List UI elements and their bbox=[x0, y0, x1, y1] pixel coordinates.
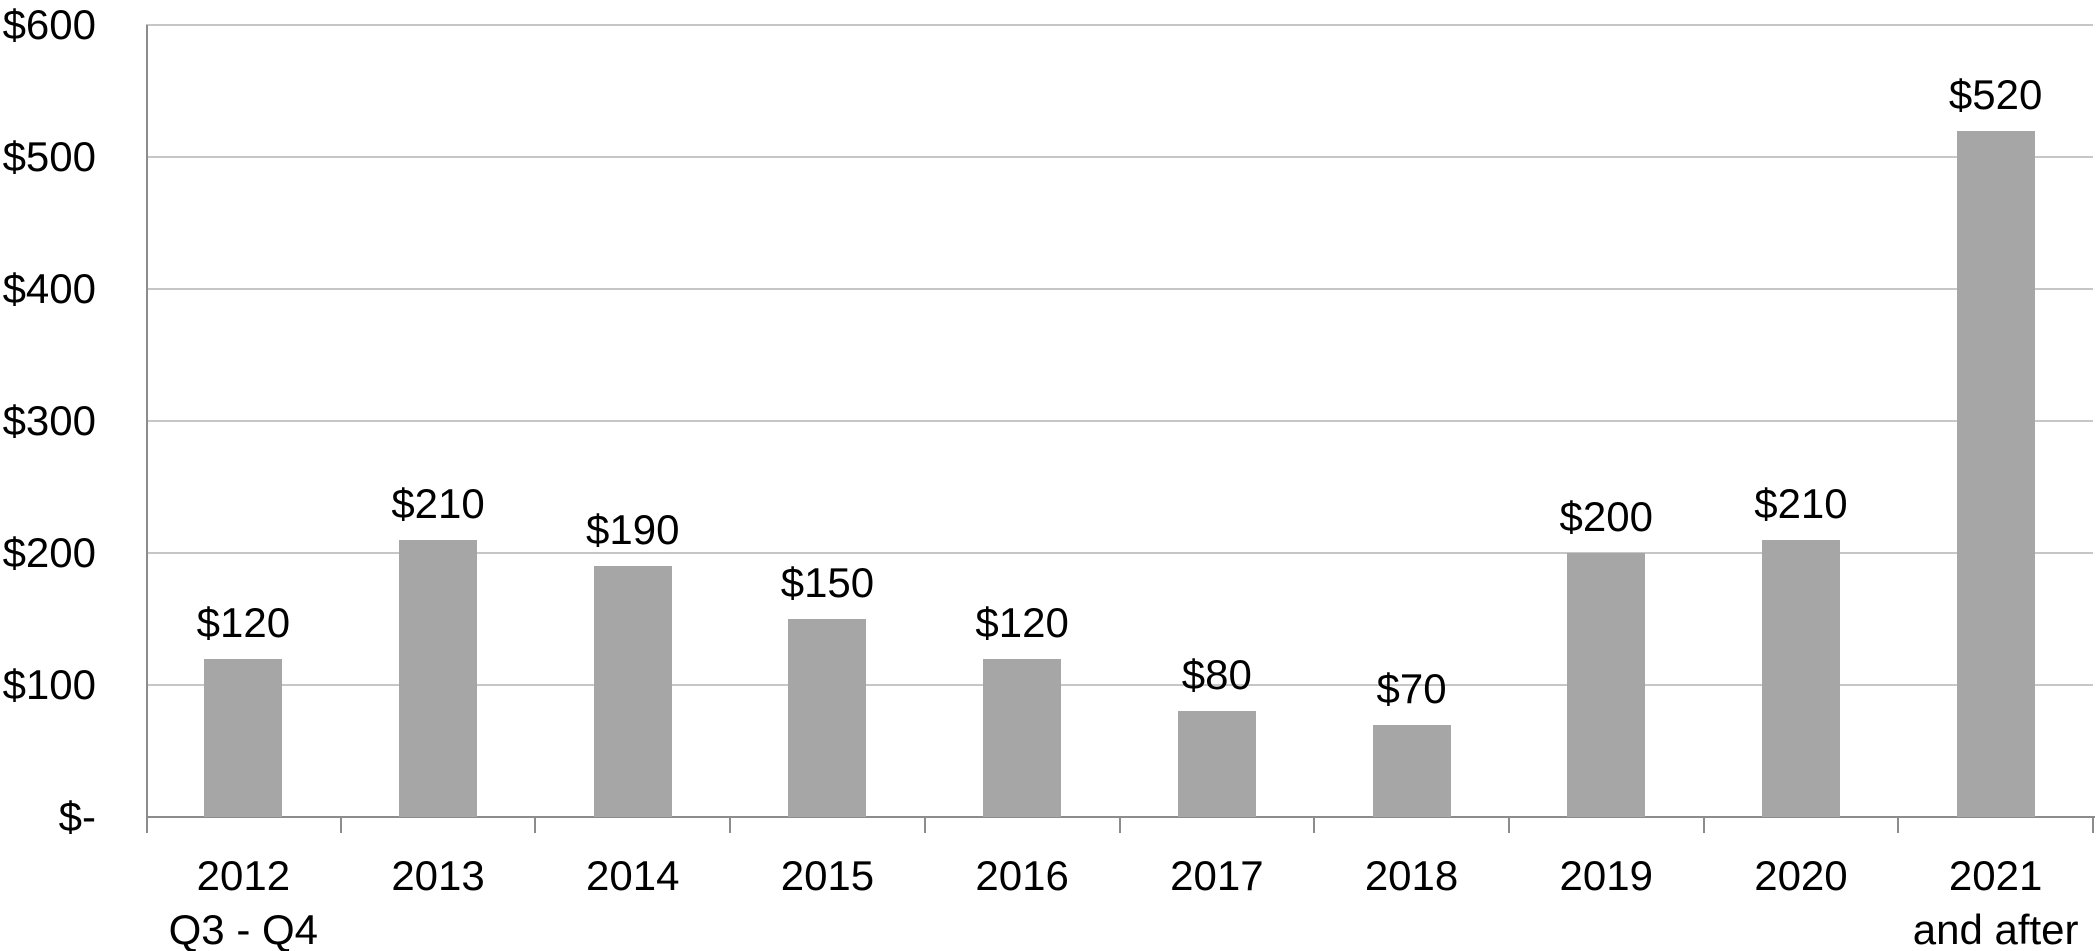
bar-2014 bbox=[593, 566, 672, 817]
x-axis-tick bbox=[1702, 817, 1705, 833]
y-gridline-600 bbox=[146, 24, 2093, 26]
x-axis-category-line1: 2020 bbox=[1754, 852, 1848, 899]
x-axis-tick bbox=[923, 817, 926, 833]
bar-2017 bbox=[1177, 711, 1256, 817]
x-axis-category-line1: 2012 bbox=[196, 852, 291, 899]
y-axis-tick-label: $200 bbox=[2, 529, 96, 576]
bar-2015 bbox=[788, 619, 867, 817]
bar-2018 bbox=[1372, 724, 1451, 817]
x-axis-tick bbox=[534, 817, 537, 833]
bar-2012 bbox=[204, 658, 283, 817]
x-axis-tick bbox=[1507, 817, 1510, 833]
x-axis-category-line1: 2014 bbox=[586, 852, 680, 899]
x-axis-category-label: 2014 bbox=[515, 849, 750, 903]
x-axis-category-label: 2012 Q3 - Q4 bbox=[126, 849, 361, 951]
y-axis-tick-label: $400 bbox=[2, 265, 96, 312]
bar-value-label: $120 bbox=[196, 598, 291, 646]
y-axis-line bbox=[146, 25, 148, 833]
x-axis-category-line1: 2021 bbox=[1948, 852, 2043, 899]
x-axis-line bbox=[146, 816, 2095, 818]
x-axis-tick bbox=[2092, 817, 2094, 833]
y-axis-tick-label: $600 bbox=[2, 1, 96, 48]
x-axis-tick bbox=[339, 817, 342, 833]
x-axis-category-line1: 2017 bbox=[1170, 852, 1264, 899]
bar-value-label: $210 bbox=[391, 479, 485, 527]
bar-value-label: $120 bbox=[975, 598, 1069, 646]
bar-value-label: $200 bbox=[1559, 493, 1653, 540]
bar-2020 bbox=[1761, 539, 1840, 817]
x-axis-category-label: 2015 bbox=[710, 849, 945, 903]
bar-2016 bbox=[983, 658, 1062, 817]
x-axis-category-line1: 2015 bbox=[780, 852, 875, 899]
x-axis-category-line2: Q3 - Q4 bbox=[168, 906, 319, 951]
x-axis-category-line1: 2019 bbox=[1559, 852, 1653, 899]
bar-2019 bbox=[1567, 553, 1646, 817]
x-axis-tick bbox=[1897, 817, 1900, 833]
x-axis-category-line1: 2018 bbox=[1364, 852, 1459, 899]
y-axis-tick-label: $500 bbox=[2, 133, 96, 180]
y-axis-tick-label: $100 bbox=[2, 661, 96, 708]
bar-value-label: $150 bbox=[780, 559, 875, 606]
x-axis-category-label: 2018 bbox=[1294, 849, 1529, 903]
bar-value-label: $80 bbox=[1181, 651, 1252, 699]
x-axis-tick bbox=[729, 817, 732, 833]
y-axis-tick-label: $- bbox=[58, 793, 96, 840]
y-gridline-300 bbox=[146, 420, 2093, 422]
x-axis-category-line1: 2016 bbox=[975, 852, 1069, 899]
x-axis-category-label: 2019 bbox=[1489, 849, 1724, 903]
x-axis-category-label: 2021 and after bbox=[1878, 849, 2100, 951]
y-gridline-100 bbox=[146, 684, 2093, 686]
y-axis-tick-label: $300 bbox=[2, 397, 96, 444]
x-axis-tick bbox=[1118, 817, 1121, 833]
x-axis-category-label: 2016 bbox=[905, 849, 1140, 903]
bar-value-label: $210 bbox=[1754, 479, 1848, 527]
x-axis-category-label: 2017 bbox=[1100, 849, 1335, 903]
x-axis-category-label: 2013 bbox=[321, 849, 556, 903]
bar-2013 bbox=[399, 539, 478, 817]
x-axis-category-line2: and after bbox=[1912, 906, 2079, 951]
y-gridline-200 bbox=[146, 552, 2093, 554]
y-gridline-400 bbox=[146, 288, 2093, 290]
bar-value-label: $190 bbox=[586, 506, 680, 554]
y-gridline-500 bbox=[146, 156, 2093, 158]
x-axis-category-line1: 2013 bbox=[391, 852, 485, 899]
x-axis-tick bbox=[1313, 817, 1316, 833]
x-axis-category-label: 2020 bbox=[1684, 849, 1919, 903]
bar-value-label: $520 bbox=[1948, 70, 2043, 118]
bar-value-label: $70 bbox=[1376, 664, 1447, 712]
bar-2021 bbox=[1956, 130, 2035, 817]
